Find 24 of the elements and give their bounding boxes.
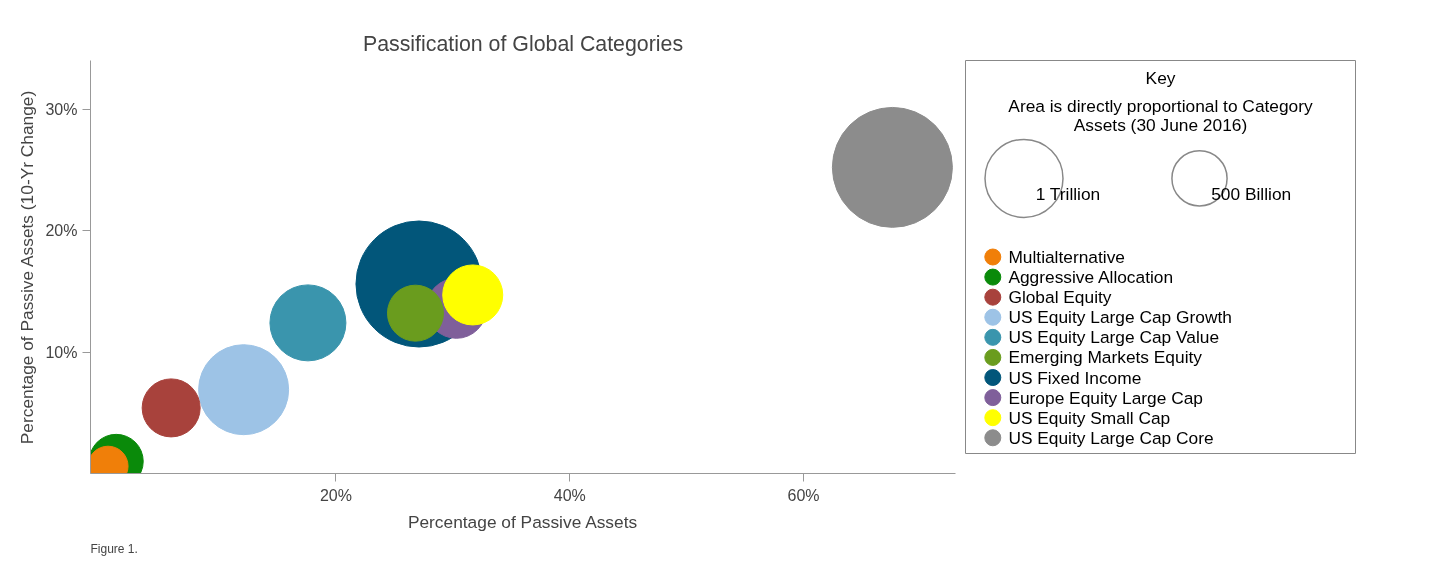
legend-label: Emerging Markets Equity	[1008, 347, 1203, 368]
legend-label: Global Equity	[1008, 287, 1112, 308]
legend-label: US Equity Small Cap	[1008, 407, 1171, 428]
legend-label: Aggressive Allocation	[1008, 267, 1174, 288]
x-axis-title: Percentage of Passive Assets	[407, 511, 638, 532]
legend-label: 500 Billion	[1211, 184, 1292, 205]
legend-label: Europe Equity Large Cap	[1008, 387, 1203, 408]
chart-title: Passification of Global Categories	[362, 31, 684, 56]
y-tick-label: 10%	[45, 343, 78, 361]
caption: Figure 1.	[90, 541, 138, 556]
legend-label: US Equity Large Cap Core	[1008, 427, 1214, 448]
x-tick-label: 60%	[787, 486, 820, 504]
y-tick-label: 30%	[45, 100, 78, 118]
legend-label: 1 Trillion	[1035, 184, 1101, 205]
legend-label: US Fixed Income	[1008, 367, 1142, 388]
legend-label: US Equity Large Cap Growth	[1008, 307, 1232, 328]
y-axis-title: Percentage of Passive Assets (10-Yr Change)	[17, 90, 38, 445]
legend-title: Key	[1145, 68, 1176, 89]
legend-label: Multialternative	[1008, 247, 1125, 267]
x-tick-label: 20%	[319, 486, 352, 504]
y-tick-label: 20%	[45, 222, 78, 240]
text: Area is directly proportional to Category Assets (30 June 2016)	[1008, 95, 1314, 136]
legend-label: US Equity Large Cap Value	[1008, 327, 1220, 348]
x-tick-label: 40%	[553, 486, 586, 504]
